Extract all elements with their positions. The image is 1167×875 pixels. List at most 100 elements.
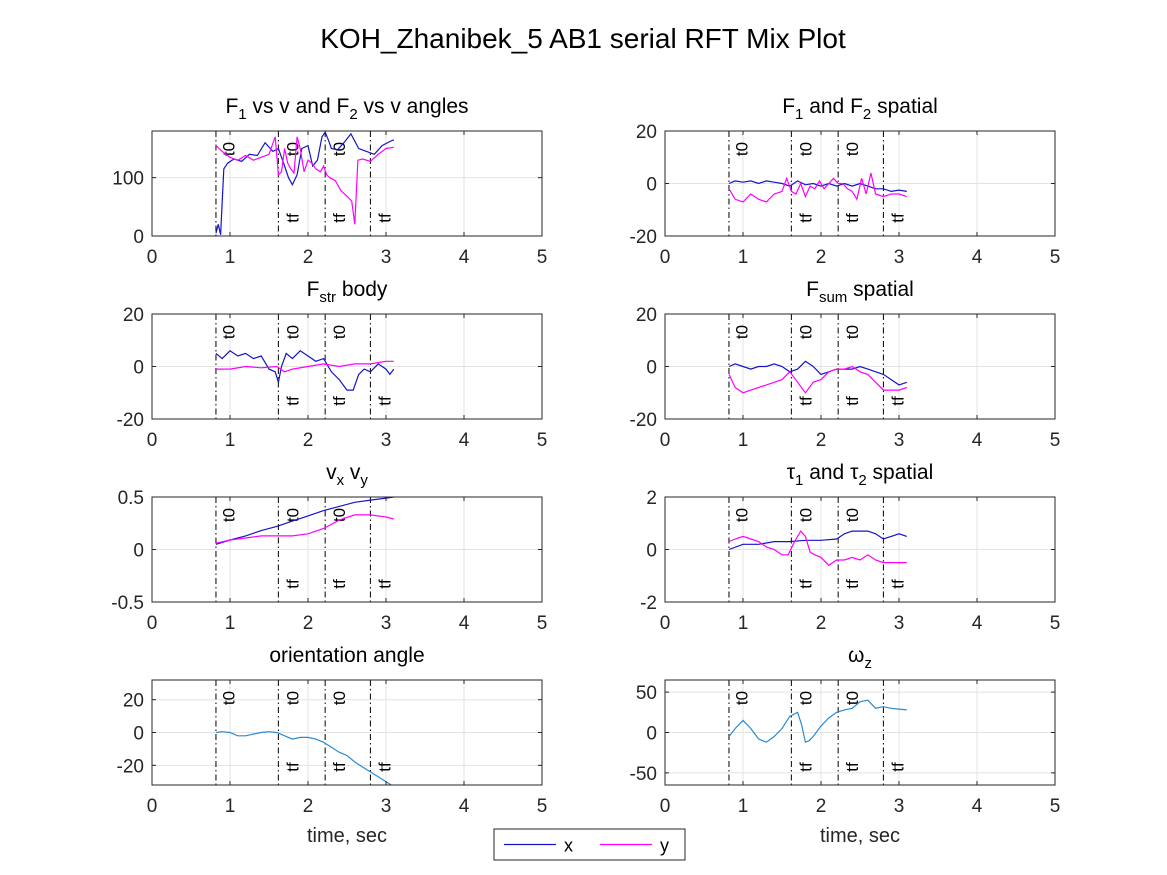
x-tick-label: 2: [303, 430, 314, 451]
title-subscript: str: [319, 289, 336, 306]
title-text: ω: [848, 644, 864, 667]
y-tick-label: -20: [630, 227, 657, 248]
x-tick-label: 3: [894, 430, 905, 451]
subplot-title: Fstr body: [307, 278, 388, 306]
x-tick-label: 0: [660, 430, 671, 451]
tf-marker: tf: [375, 579, 394, 589]
x-tick-label: 5: [537, 430, 548, 451]
series-line-x: [215, 497, 394, 545]
x-tick-label: 4: [972, 613, 983, 634]
subplot-title: vx vy: [326, 461, 368, 489]
x-tick-label: 2: [816, 796, 827, 817]
y-tick-label: -50: [630, 764, 657, 785]
x-tick-label: 4: [459, 430, 470, 451]
x-tick-label: 1: [738, 613, 749, 634]
tf-marker: tf: [888, 579, 907, 589]
title-text: vs v angles: [358, 95, 469, 118]
t0-marker: t0: [330, 691, 349, 705]
title-subscript: 1: [795, 472, 803, 489]
subplot-title: ωz: [848, 644, 872, 672]
title-text: spatial: [871, 95, 938, 118]
title-subscript: 1: [238, 106, 246, 123]
title-subscript: sum: [819, 289, 847, 306]
series-line-y: [215, 136, 394, 225]
t0-marker: t0: [283, 142, 302, 156]
title-text: spatial: [847, 278, 914, 301]
title-subscript: 1: [795, 106, 803, 123]
x-tick-label: 4: [972, 430, 983, 451]
figure-title: KOH_Zhanibek_5 AB1 serial RFT Mix Plot: [320, 23, 846, 54]
y-tick-label: 50: [636, 683, 657, 704]
tf-marker: tf: [283, 396, 302, 406]
x-tick-label: 1: [738, 796, 749, 817]
x-tick-label: 1: [225, 247, 236, 268]
tf-marker: tf: [283, 762, 302, 772]
series-line-y: [216, 360, 394, 373]
x-tick-label: 2: [303, 796, 314, 817]
x-tick-label: 5: [1050, 247, 1061, 268]
x-tick-label: 5: [537, 796, 548, 817]
y-tick-label: 20: [636, 122, 657, 143]
legend-label-x: x: [564, 836, 573, 856]
tf-marker: tf: [796, 396, 815, 406]
y-tick-label: 0: [133, 227, 144, 248]
subplot-title: τ1 and τ2 spatial: [787, 461, 934, 489]
legend-label-y: y: [660, 836, 669, 856]
x-tick-label: 5: [1050, 430, 1061, 451]
title-text: body: [336, 278, 388, 301]
y-tick-label: 100: [112, 169, 144, 190]
y-tick-label: 0: [133, 358, 144, 379]
t0-marker: t0: [219, 325, 238, 339]
y-tick-label: 0: [133, 724, 144, 745]
t0-marker: t0: [843, 325, 862, 339]
tf-marker: tf: [888, 396, 907, 406]
y-tick-label: 20: [123, 305, 144, 326]
title-text: spatial: [867, 461, 934, 484]
title-subscript: z: [864, 655, 872, 672]
title-text: F: [225, 95, 238, 118]
t0-marker: t0: [796, 325, 815, 339]
title-subscript: x: [337, 472, 345, 489]
x-tick-label: 2: [816, 430, 827, 451]
title-subscript: 2: [863, 106, 871, 123]
x-tick-label: 4: [972, 796, 983, 817]
x-tick-label: 3: [381, 613, 392, 634]
t0-marker: t0: [843, 508, 862, 522]
x-tick-label: 4: [972, 247, 983, 268]
series-line-x: [215, 350, 395, 391]
y-tick-label: 20: [636, 305, 657, 326]
x-tick-label: 3: [381, 247, 392, 268]
tf-marker: tf: [330, 396, 349, 406]
series-line-x: [728, 530, 907, 551]
y-tick-label: 0: [646, 358, 657, 379]
axes-box: [151, 130, 543, 237]
t0-marker: t0: [796, 691, 815, 705]
x-tick-label: 3: [894, 796, 905, 817]
series-line-value: [728, 699, 907, 744]
x-axis-label: time, sec: [307, 825, 387, 847]
x-tick-label: 5: [537, 613, 548, 634]
x-tick-label: 0: [147, 430, 158, 451]
x-tick-label: 4: [459, 613, 470, 634]
tf-marker: tf: [796, 213, 815, 223]
subplot-title: orientation angle: [269, 644, 424, 667]
series-line-y: [728, 530, 907, 567]
title-text: vs v and F: [247, 95, 350, 118]
x-tick-label: 1: [225, 796, 236, 817]
t0-marker: t0: [330, 325, 349, 339]
tf-marker: tf: [796, 762, 815, 772]
tf-marker: tf: [330, 213, 349, 223]
x-tick-label: 1: [225, 613, 236, 634]
t0-marker: t0: [843, 691, 862, 705]
x-tick-label: 4: [459, 796, 470, 817]
t0-marker: t0: [732, 508, 751, 522]
plot-area: [152, 131, 542, 236]
y-tick-label: 0: [133, 541, 144, 562]
